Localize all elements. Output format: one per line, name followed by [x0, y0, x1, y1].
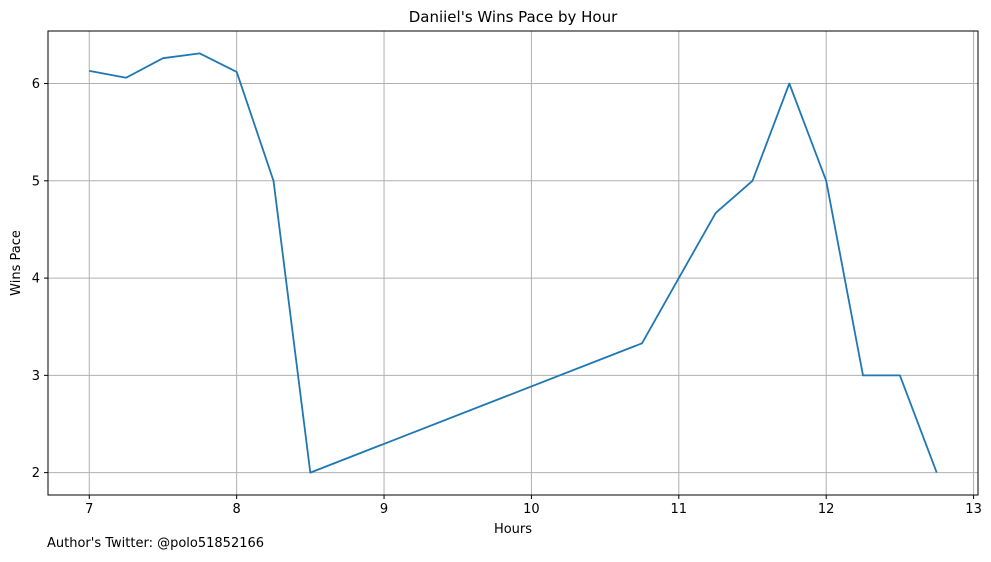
- grid: [48, 31, 978, 495]
- y-tick-label: 6: [32, 77, 40, 92]
- x-tick-label: 13: [965, 502, 982, 517]
- y-axis-ticks: 2 3 4 5 6: [32, 77, 48, 481]
- author-credit: Author's Twitter: @polo51852166: [47, 536, 265, 551]
- x-tick-label: 8: [233, 502, 241, 517]
- y-tick-label: 4: [32, 272, 40, 287]
- y-axis-label: Wins Pace: [9, 230, 24, 296]
- y-tick-label: 2: [32, 466, 40, 481]
- x-tick-label: 7: [85, 502, 93, 517]
- x-axis-label: Hours: [494, 522, 532, 537]
- chart-title: Daniiel's Wins Pace by Hour: [409, 8, 618, 26]
- series-layer: [89, 52, 938, 474]
- x-tick-label: 10: [523, 502, 540, 517]
- x-tick-label: 11: [671, 502, 688, 517]
- series-line: [89, 52, 938, 474]
- x-axis-ticks: 7 8 9 10 11 12 13: [85, 495, 982, 517]
- plot-frame: [47, 30, 979, 496]
- y-tick-label: 5: [32, 174, 40, 189]
- x-tick-label: 9: [380, 502, 388, 517]
- x-tick-label: 12: [818, 502, 835, 517]
- y-tick-label: 3: [32, 369, 40, 384]
